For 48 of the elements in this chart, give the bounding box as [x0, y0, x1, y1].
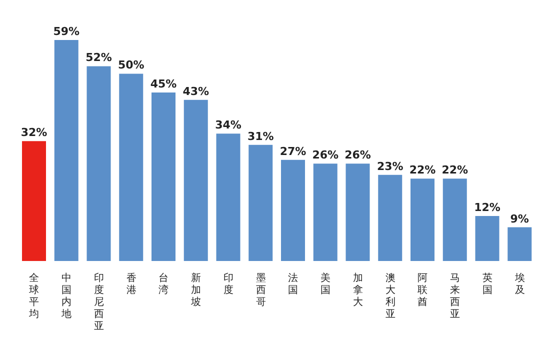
bar: [152, 92, 176, 261]
data-label: 50%: [118, 58, 144, 72]
x-tick-label: 香港: [126, 272, 136, 296]
bar: [86, 66, 111, 261]
x-tick-label: 美国: [320, 272, 331, 296]
data-label: 9%: [510, 212, 529, 226]
data-label: 27%: [280, 144, 306, 158]
x-tick-label: 马来西亚: [450, 273, 460, 320]
bar: [442, 178, 467, 261]
x-tick-label: 英国: [482, 272, 492, 296]
x-tick-label: 中国内地: [60, 272, 72, 320]
x-tick-label: 全球平均: [28, 272, 40, 320]
data-label: 23%: [376, 160, 404, 173]
x-tick-label: 印度尼西亚: [94, 272, 104, 332]
bar: [248, 144, 273, 261]
bar: [22, 141, 46, 261]
bar: [346, 164, 370, 261]
bar: [378, 174, 402, 261]
data-label: 43%: [182, 84, 210, 98]
bar: [410, 178, 434, 261]
data-label: 34%: [215, 118, 242, 132]
bar: [475, 216, 500, 261]
bar: [54, 40, 78, 261]
data-label: 52%: [86, 51, 112, 64]
data-label: 12%: [474, 201, 500, 214]
data-label: 31%: [247, 130, 274, 143]
x-tick-label: 澳大利亚: [385, 272, 396, 320]
x-tick-label: 印度: [223, 272, 234, 296]
bar: [508, 227, 532, 261]
x-tick-label: 新加坡: [190, 272, 202, 308]
data-label: 26%: [312, 148, 339, 162]
x-tick-label: 墨西哥: [256, 273, 266, 308]
bar: [119, 74, 144, 261]
x-tick-label: 阿联酋: [418, 273, 428, 308]
data-label: 22%: [442, 164, 468, 177]
data-label: 26%: [344, 148, 371, 162]
data-label: 45%: [150, 77, 177, 90]
bar: [216, 134, 240, 261]
x-tick-label: 法国: [288, 272, 298, 296]
data-label: 32%: [20, 126, 48, 140]
x-tick-label: 加拿大: [352, 272, 363, 308]
x-tick-label: 台湾: [158, 272, 169, 296]
x-tick-label: 埃及: [514, 272, 525, 296]
bar: [313, 164, 338, 261]
bar: [281, 160, 305, 261]
bar: [184, 100, 208, 261]
data-label: 59%: [53, 25, 80, 38]
data-label: 22%: [409, 164, 436, 177]
